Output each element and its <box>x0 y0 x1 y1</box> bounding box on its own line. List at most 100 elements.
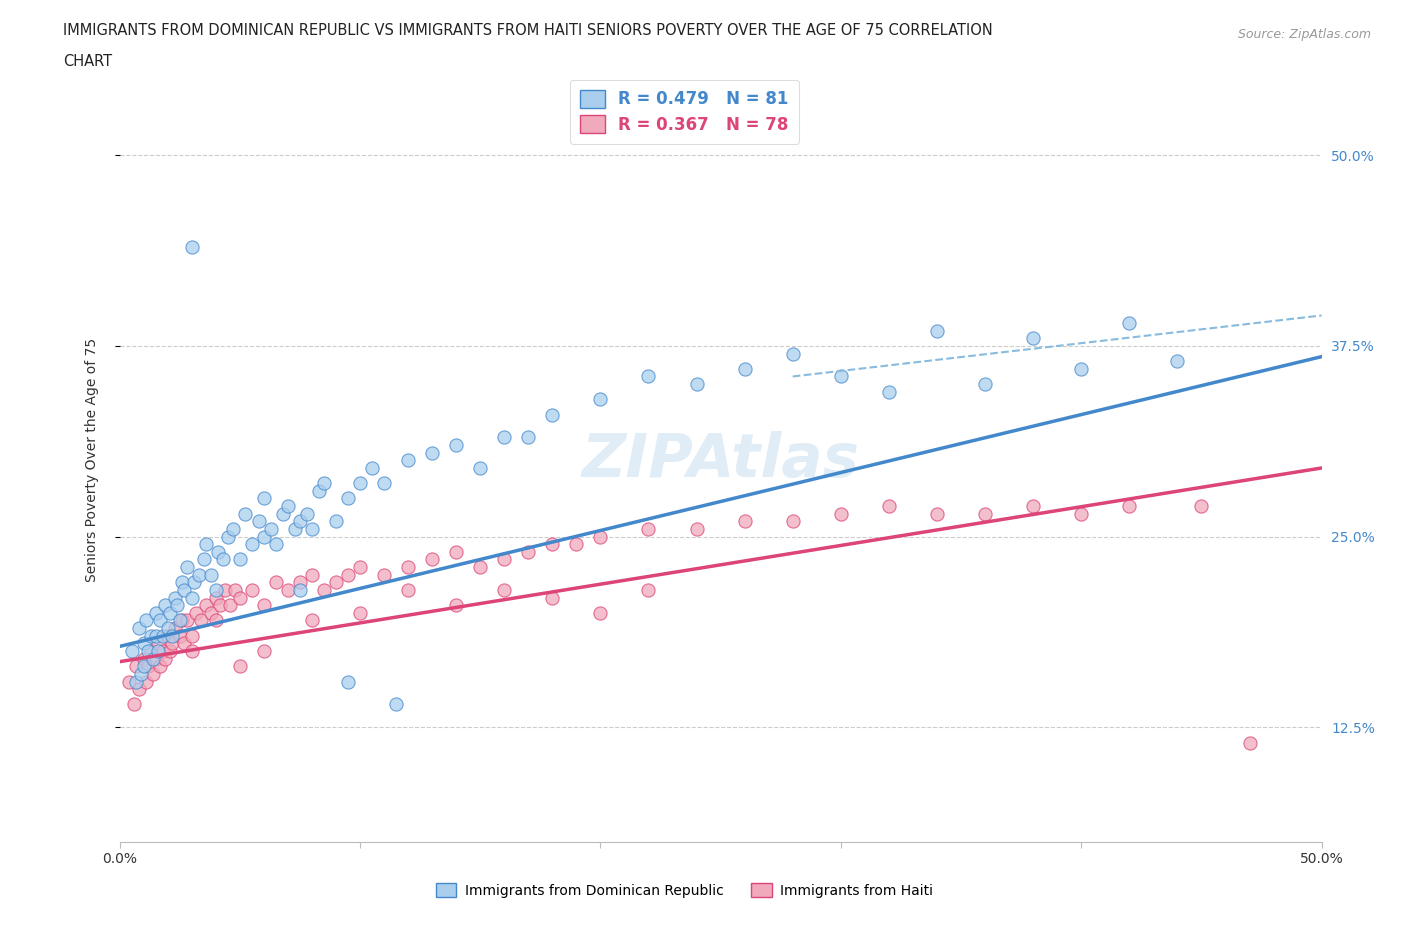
Text: ZIPAtlas: ZIPAtlas <box>582 431 859 490</box>
Point <box>349 476 371 491</box>
Point <box>149 658 172 673</box>
Point <box>169 629 191 644</box>
Point <box>195 537 218 551</box>
Point <box>312 582 335 597</box>
Point <box>277 498 299 513</box>
Point <box>129 667 152 682</box>
Point <box>1166 353 1188 368</box>
Point <box>166 598 188 613</box>
Point <box>637 522 659 537</box>
Point <box>1118 498 1140 513</box>
Point <box>247 514 270 529</box>
Point <box>264 537 287 551</box>
Point <box>138 644 160 658</box>
Point <box>264 575 287 590</box>
Point <box>1070 362 1092 377</box>
Point <box>153 651 176 666</box>
Point <box>637 582 659 597</box>
Point <box>125 674 148 689</box>
Point <box>271 506 294 521</box>
Point <box>233 506 256 521</box>
Point <box>1239 735 1261 750</box>
Point <box>128 620 150 635</box>
Point <box>468 560 492 575</box>
Point <box>301 522 323 537</box>
Point <box>135 674 157 689</box>
Point <box>336 491 359 506</box>
Point <box>156 629 179 644</box>
Point <box>176 613 198 628</box>
Point <box>308 484 330 498</box>
Point <box>224 582 246 597</box>
Point <box>209 598 232 613</box>
Point <box>142 667 165 682</box>
Point <box>541 537 564 551</box>
Point <box>373 567 395 582</box>
Point <box>240 537 263 551</box>
Point <box>1022 498 1045 513</box>
Point <box>207 544 229 559</box>
Point <box>221 522 243 537</box>
Point <box>122 697 145 711</box>
Point <box>132 651 155 666</box>
Point <box>925 324 948 339</box>
Point <box>204 613 226 628</box>
Point <box>139 629 162 644</box>
Point <box>877 498 900 513</box>
Point <box>541 591 564 605</box>
Text: IMMIGRANTS FROM DOMINICAN REPUBLIC VS IMMIGRANTS FROM HAITI SENIORS POVERTY OVER: IMMIGRANTS FROM DOMINICAN REPUBLIC VS IM… <box>63 23 993 38</box>
Point <box>541 407 564 422</box>
Point <box>169 613 191 628</box>
Point <box>187 567 209 582</box>
Point <box>145 605 167 620</box>
Point <box>1118 315 1140 330</box>
Point <box>336 567 359 582</box>
Point <box>295 506 318 521</box>
Point <box>173 582 195 597</box>
Point <box>152 644 174 658</box>
Point <box>146 644 169 658</box>
Point <box>193 552 215 567</box>
Point <box>217 529 239 544</box>
Point <box>1189 498 1212 513</box>
Point <box>195 598 218 613</box>
Point <box>228 591 252 605</box>
Point <box>156 620 179 635</box>
Point <box>170 613 193 628</box>
Point <box>121 644 143 658</box>
Point <box>589 392 612 406</box>
Point <box>228 658 252 673</box>
Point <box>288 514 311 529</box>
Point <box>128 682 150 697</box>
Point <box>494 552 516 567</box>
Point <box>325 514 347 529</box>
Point <box>253 598 276 613</box>
Point <box>204 591 226 605</box>
Point <box>118 674 141 689</box>
Point <box>180 591 202 605</box>
Point <box>444 598 467 613</box>
Point <box>925 506 948 521</box>
Point <box>444 438 467 453</box>
Point <box>159 605 181 620</box>
Point <box>170 575 193 590</box>
Point <box>396 582 419 597</box>
Point <box>288 575 311 590</box>
Point <box>253 644 276 658</box>
Point <box>349 560 371 575</box>
Point <box>494 582 516 597</box>
Point <box>145 651 167 666</box>
Point <box>149 613 172 628</box>
Point <box>180 629 202 644</box>
Point <box>589 529 612 544</box>
Point <box>219 598 242 613</box>
Point <box>139 644 162 658</box>
Point <box>260 522 283 537</box>
Point <box>176 560 198 575</box>
Point <box>288 582 311 597</box>
Point <box>180 644 202 658</box>
Text: CHART: CHART <box>63 54 112 69</box>
Legend: Immigrants from Dominican Republic, Immigrants from Haiti: Immigrants from Dominican Republic, Immi… <box>430 877 939 903</box>
Point <box>361 460 384 475</box>
Point <box>142 651 165 666</box>
